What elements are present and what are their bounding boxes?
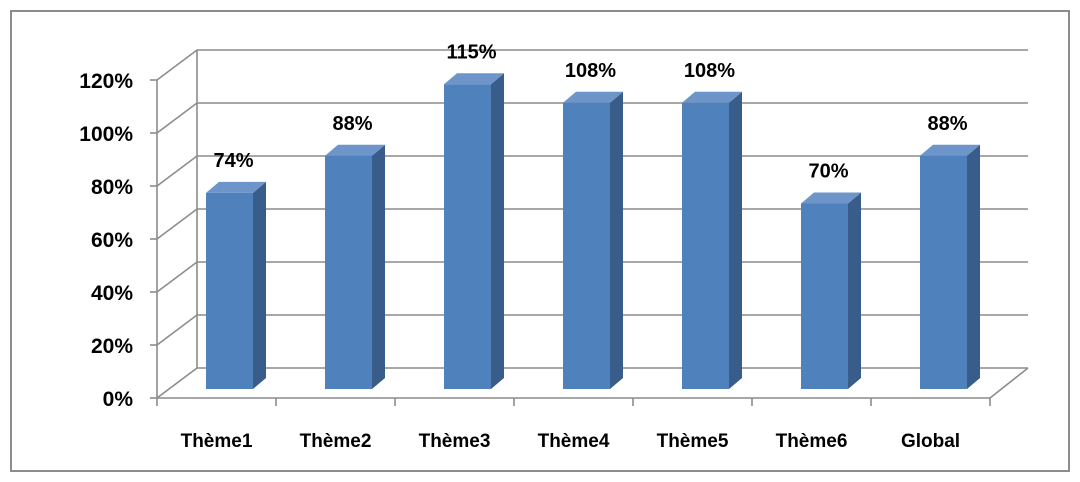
bar-side (967, 144, 980, 389)
bar-top (801, 192, 861, 204)
category-label: Thème6 (776, 431, 848, 452)
bar-front (563, 102, 610, 390)
y-tick-label: 40% (91, 282, 133, 305)
y-tick-label: 120% (79, 70, 133, 93)
bar-2 (325, 144, 385, 389)
bar-5 (682, 91, 742, 390)
y-tick-label: 20% (91, 335, 133, 358)
bar-top (206, 181, 266, 193)
bars (206, 73, 980, 390)
data-label: 88% (332, 113, 372, 135)
bar-front (325, 155, 372, 389)
bar-front (920, 155, 967, 389)
bar-side (610, 91, 623, 390)
bar-1 (206, 181, 266, 389)
chart-frame (10, 10, 1070, 472)
bar-side (729, 91, 742, 390)
bar-side (848, 192, 861, 389)
bar-side (491, 73, 504, 389)
bar-top (325, 144, 385, 156)
y-tick-label: 80% (91, 176, 133, 199)
category-label: Thème3 (419, 431, 491, 452)
category-label: Thème2 (300, 431, 372, 452)
data-label: 108% (565, 60, 616, 82)
data-label: 70% (808, 161, 848, 183)
bar-top (920, 144, 980, 156)
data-label: 115% (446, 41, 496, 63)
axes (150, 50, 991, 406)
bar-front (801, 203, 848, 389)
bar-7 (920, 144, 980, 389)
bar-6 (801, 192, 861, 389)
bar-3 (444, 73, 504, 389)
labels: 0% 20% 40% 60% 80% 100% 120% 74% Thème1 88% Thème2… (79, 41, 967, 452)
bar-front (206, 192, 253, 389)
data-label: 74% (213, 150, 253, 172)
data-label: 108% (684, 60, 735, 82)
bar-side (372, 144, 385, 389)
category-label: Global (901, 431, 960, 452)
y-tick-label: 100% (79, 123, 133, 146)
bar-top (682, 91, 742, 103)
bar-side (253, 181, 266, 389)
category-label: Thème5 (657, 431, 729, 452)
category-label: Thème1 (181, 431, 253, 452)
bar-front (444, 84, 491, 389)
y-tick-label: 60% (91, 229, 133, 252)
bar-top (444, 73, 504, 85)
floor-edge (989, 367, 1029, 399)
bar-4 (563, 91, 623, 390)
y-tick-label: 0% (103, 388, 134, 411)
data-label: 88% (927, 113, 967, 135)
bar-front (682, 102, 729, 390)
bar-top (563, 91, 623, 103)
category-label: Thème4 (538, 431, 610, 452)
